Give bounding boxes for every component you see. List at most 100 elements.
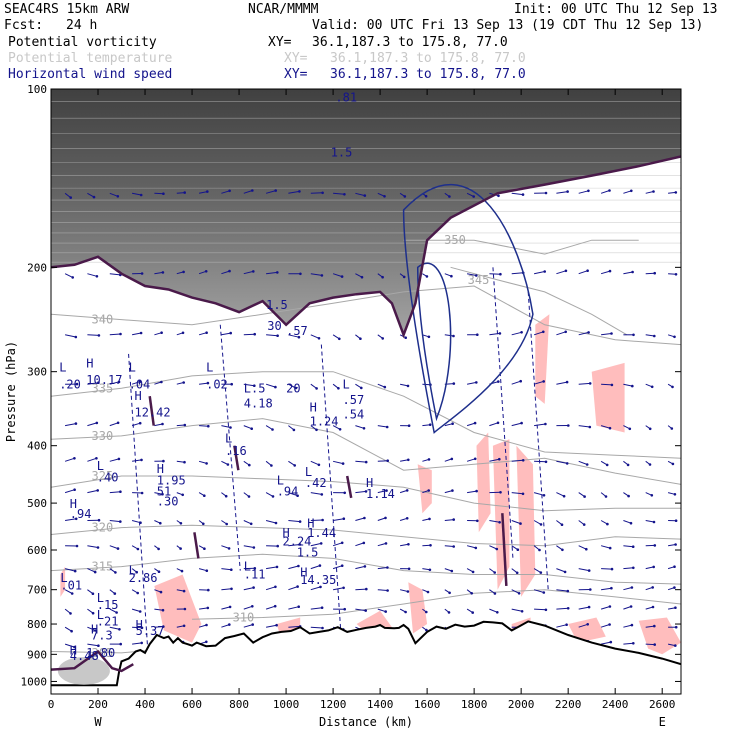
wind-vector-head	[320, 274, 324, 277]
wind-vector-head	[610, 567, 614, 571]
wind-vector-head	[160, 331, 163, 335]
extremum-label: L	[97, 608, 104, 622]
wind-vector	[623, 190, 632, 194]
wind-vector-head	[228, 623, 231, 626]
wind-vector-head	[95, 457, 98, 460]
field-wind-xy-label: XY=	[284, 67, 308, 82]
wind-vector-head	[116, 421, 120, 425]
forecast-label: Fcst:	[4, 18, 44, 33]
wind-vector	[266, 566, 278, 570]
wind-vector	[266, 271, 278, 275]
extremum-label: 1.5	[266, 298, 288, 312]
extremum-label: 4.18	[244, 397, 273, 411]
wind-streak	[219, 324, 241, 571]
wind-streak	[320, 344, 342, 640]
extremum-label: L	[97, 459, 104, 473]
wind-vector	[266, 334, 278, 337]
wind-vector-head	[608, 605, 612, 608]
wind-vector-head	[119, 332, 122, 336]
wind-vector	[489, 520, 500, 523]
wind-vector-head	[631, 545, 635, 548]
wind-vector-head	[181, 493, 184, 497]
low-level-pv-shading	[57, 656, 110, 685]
pv-contour-segment	[233, 445, 240, 471]
wind-vector-head	[315, 387, 318, 390]
wind-vector-head	[340, 541, 344, 545]
wind-vector-head	[73, 488, 76, 492]
extremum-label: H	[307, 517, 314, 531]
wind-vector-head	[249, 522, 253, 526]
theta-contour-310	[191, 589, 681, 620]
wind-vector	[467, 381, 477, 385]
wind-vector-head	[119, 490, 122, 494]
wind-vector-head	[499, 272, 502, 276]
wind-vector	[154, 608, 164, 611]
pv-shading-patch	[568, 617, 606, 643]
wind-vector	[333, 192, 345, 195]
pv-shading-patch	[154, 574, 202, 643]
wind-vector-head	[182, 270, 185, 274]
wind-vector	[87, 545, 99, 548]
wind-vector-head	[471, 611, 475, 614]
x-tick-label: 0	[48, 698, 55, 711]
wind-vector	[377, 567, 388, 570]
wind-vector-head	[97, 644, 100, 647]
wind-vector-head	[564, 269, 568, 273]
wind-vector-head	[297, 564, 300, 568]
wind-vector-head	[139, 193, 143, 197]
wind-vector	[132, 626, 143, 629]
wind-vector-head	[406, 384, 410, 388]
wind-vector-head	[113, 592, 117, 595]
wind-vector-head	[276, 334, 279, 338]
wind-vector	[623, 624, 633, 628]
wind-vector	[243, 190, 253, 194]
extremum-label: H	[300, 566, 307, 580]
wind-vector	[623, 642, 634, 645]
wind-vector	[243, 520, 252, 525]
wind-vector	[310, 192, 323, 194]
pv-shading-patch	[476, 432, 491, 533]
wind-vector-head	[360, 386, 363, 390]
wind-vector-head	[226, 463, 230, 466]
wind-vector-head	[542, 494, 546, 497]
extremum-label: .21	[97, 615, 119, 629]
wind-vector	[87, 489, 98, 494]
wind-vector-head	[92, 195, 96, 199]
wind-vector-head	[542, 591, 546, 594]
wind-vector	[310, 273, 322, 276]
extremum-label: 10.17	[86, 373, 122, 387]
wind-vector	[64, 489, 75, 494]
wind-vector-head	[671, 462, 675, 466]
wind-vector-head	[297, 335, 301, 339]
wind-vector-head	[427, 489, 431, 492]
wind-vector	[265, 586, 276, 591]
wind-vector-head	[342, 586, 345, 590]
wind-vector-head	[247, 495, 251, 498]
x-tick-label: 2400	[602, 698, 629, 711]
wind-vector	[601, 568, 613, 570]
theta-contour-label: 340	[92, 313, 114, 327]
wind-vector-head	[75, 544, 79, 548]
wind-vector-head	[451, 489, 454, 492]
wind-vector	[355, 588, 367, 591]
wind-vector-head	[652, 190, 655, 193]
forecast-hour: 24 h	[66, 18, 98, 33]
wind-vector-head	[317, 337, 321, 340]
wind-vector-head	[516, 548, 520, 551]
wind-vector	[64, 457, 75, 462]
wind-speed-contour-inner	[416, 262, 452, 422]
wind-vector-head	[407, 543, 410, 546]
wind-vector	[556, 624, 567, 628]
wind-vector	[243, 545, 254, 548]
wind-vector	[265, 520, 277, 524]
field-pv-name: Potential vorticity	[8, 35, 157, 50]
wind-vector-head	[337, 387, 340, 390]
wind-vector-head	[406, 590, 410, 593]
wind-vector-head	[587, 605, 591, 609]
wind-vector	[578, 606, 590, 610]
wind-vector-head	[674, 273, 678, 276]
wind-vector	[243, 624, 253, 628]
wind-vector-head	[673, 565, 676, 568]
x-tick-label: 200	[88, 698, 108, 711]
wind-vector-head	[515, 571, 519, 575]
